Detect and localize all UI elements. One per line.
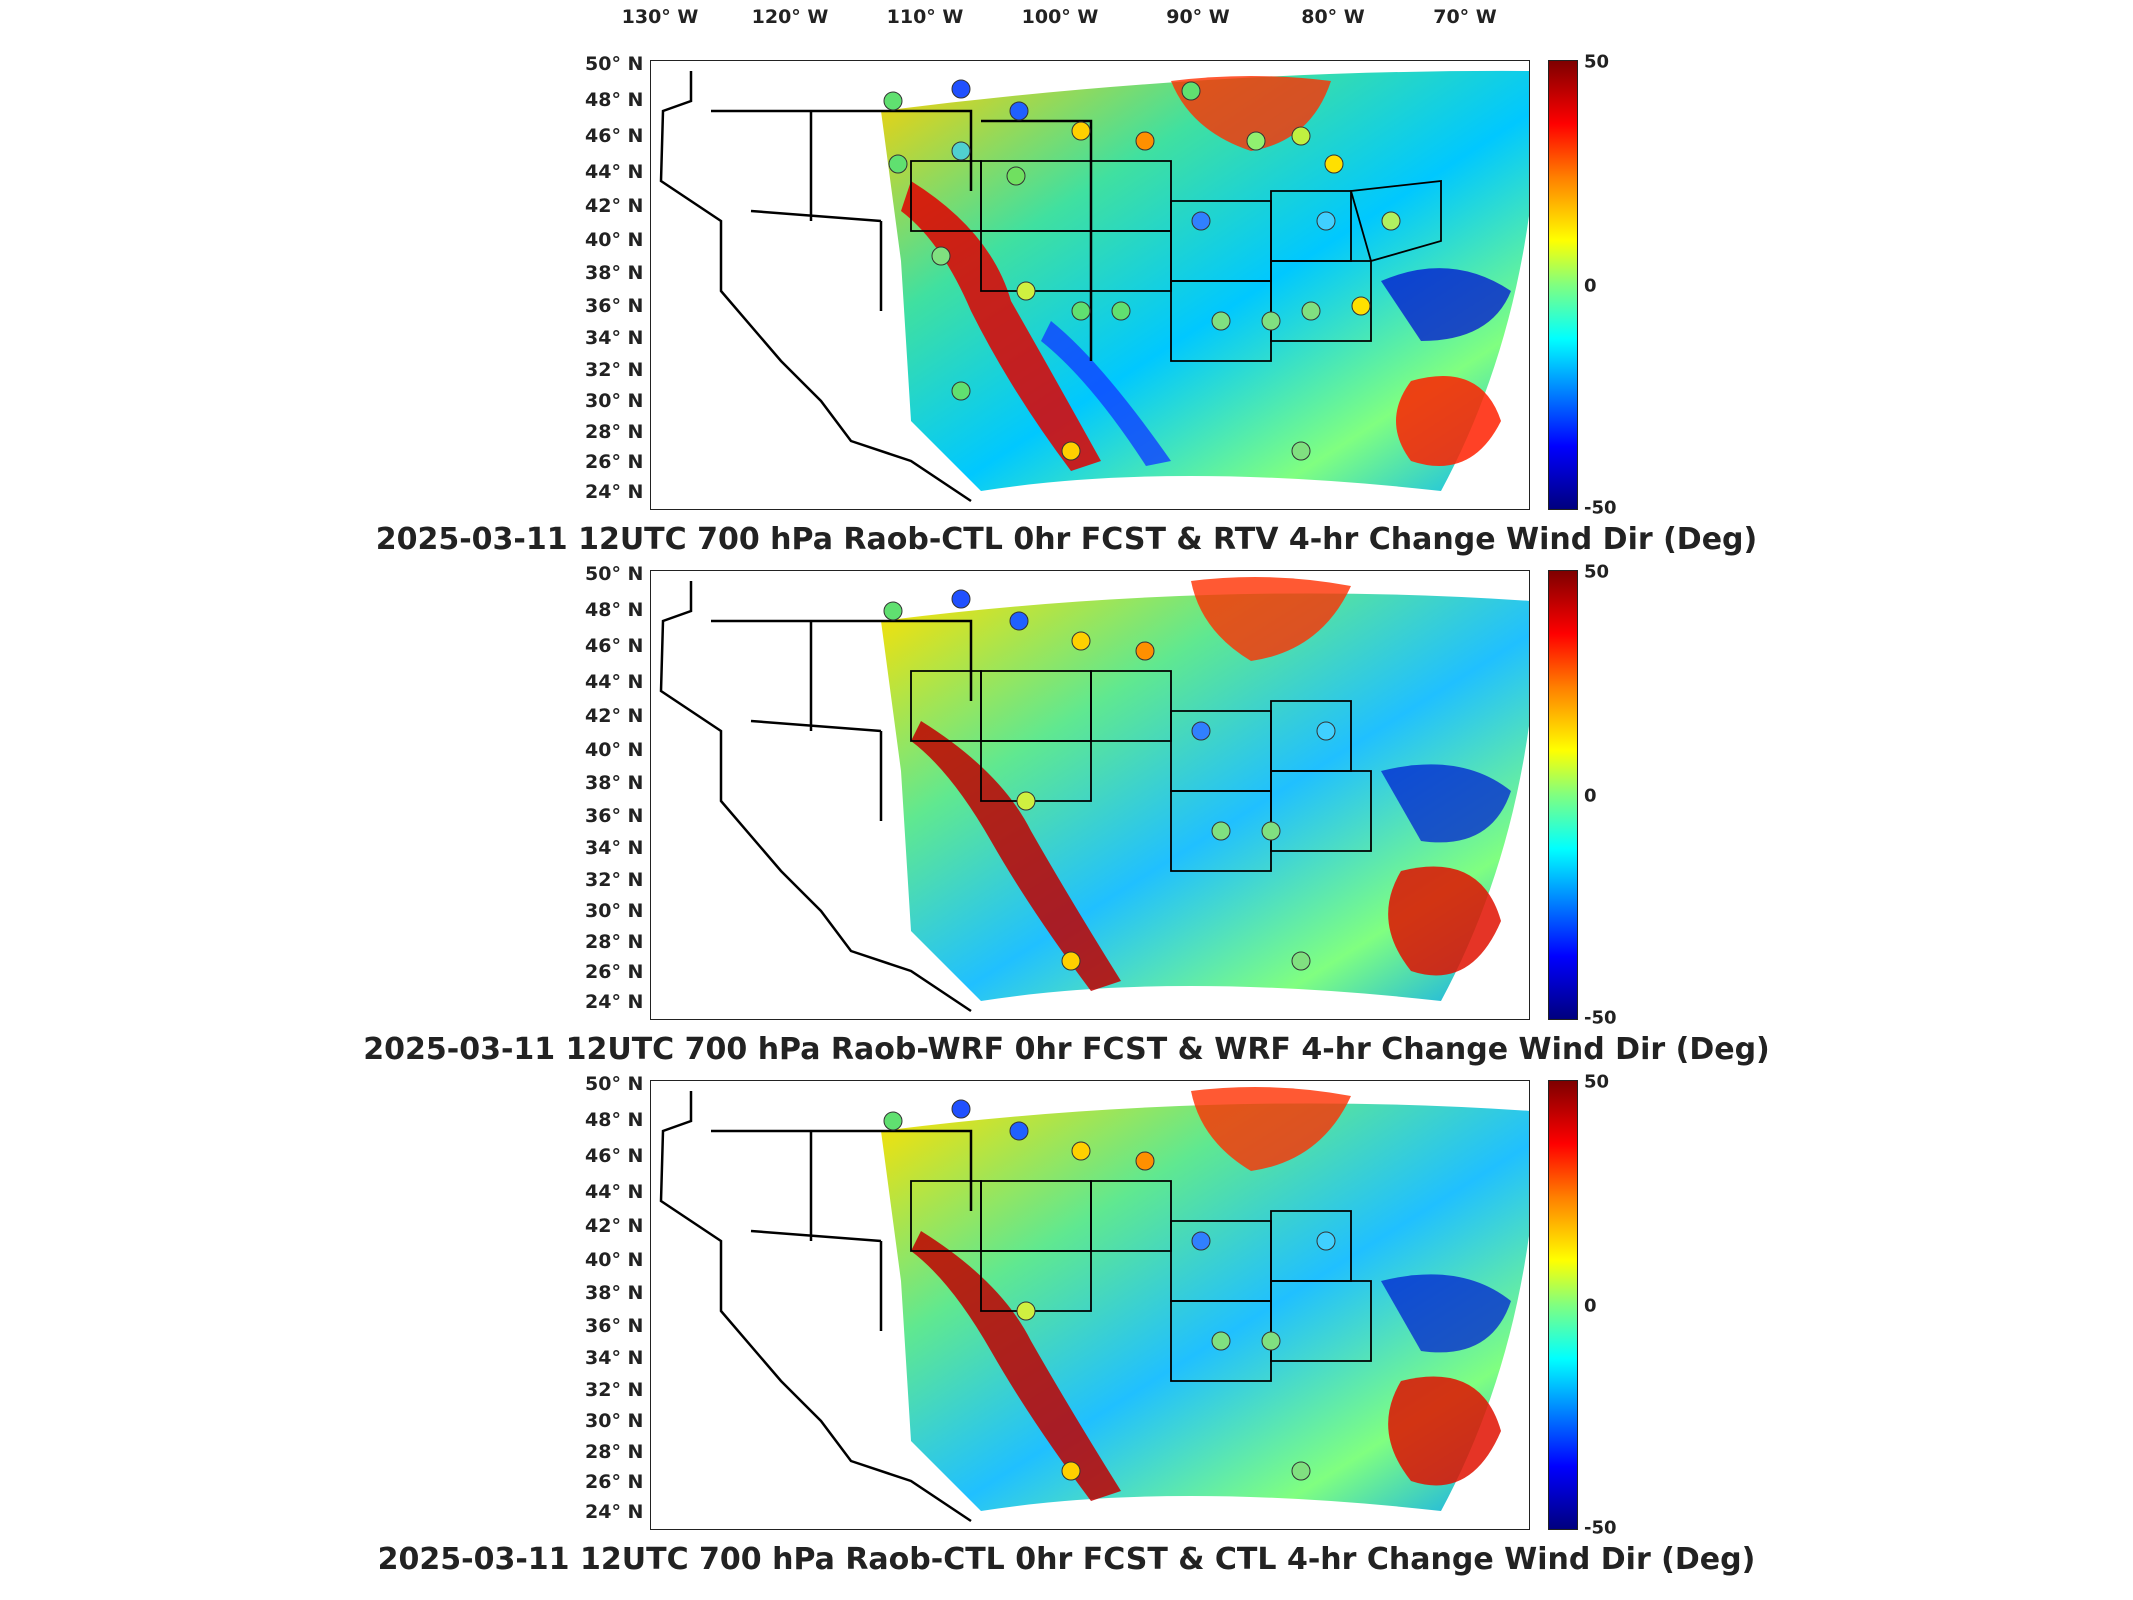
lat-label: 38° N — [585, 1282, 644, 1304]
lat-label: 32° N — [585, 1379, 644, 1401]
lat-label: 50° N — [585, 53, 644, 75]
lat-label: 48° N — [585, 89, 644, 111]
lat-label: 46° N — [585, 125, 644, 147]
lat-label: 40° N — [585, 1249, 644, 1271]
raob-stations — [883, 589, 1336, 971]
lat-label: 48° N — [585, 599, 644, 621]
lat-label: 28° N — [585, 1441, 644, 1463]
field-feature-red-band — [911, 721, 1121, 991]
lat-label: 24° N — [585, 991, 644, 1013]
lat-label: 50° N — [585, 1073, 644, 1095]
lat-label: 44° N — [585, 671, 644, 693]
lat-label: 24° N — [585, 1501, 644, 1523]
colorbar-mid-label: 0 — [1584, 785, 1597, 807]
colorbar-max-label: 50 — [1584, 51, 1610, 73]
boundary-lines — [659, 1091, 973, 1523]
colorbar-max-label: 50 — [1584, 561, 1610, 583]
field-feature-red-blob — [1191, 1087, 1351, 1171]
field-feature-red-blob — [1388, 866, 1501, 976]
map-plot-area — [650, 1080, 1530, 1530]
lon-label: 100° W — [1021, 6, 1099, 28]
lat-label: 38° N — [585, 262, 644, 284]
field-feature-red-blob — [1171, 76, 1331, 151]
lat-label: 26° N — [585, 961, 644, 983]
lat-label: 30° N — [585, 1410, 644, 1432]
map-field-svg — [659, 70, 1529, 503]
colorbar — [1548, 570, 1578, 1020]
lat-label: 30° N — [585, 900, 644, 922]
lat-label: 40° N — [585, 739, 644, 761]
lat-label: 26° N — [585, 451, 644, 473]
lat-label: 32° N — [585, 869, 644, 891]
panel-title: 2025-03-11 12UTC 700 hPa Raob-CTL 0hr FC… — [375, 522, 1758, 557]
lon-label: 70° W — [1433, 6, 1497, 28]
field-feature-blue-blob — [1381, 764, 1511, 843]
lat-label: 46° N — [585, 1145, 644, 1167]
colorbar-mid-label: 0 — [1584, 1295, 1597, 1317]
lat-label: 26° N — [585, 1471, 644, 1493]
longitude-axis-labels: 130° W 120° W 110° W 100° W 90° W 80° W … — [0, 0, 2133, 50]
colorbar — [1548, 1080, 1578, 1530]
field-feature-red-band — [911, 1231, 1121, 1501]
lat-label: 42° N — [585, 705, 644, 727]
lat-label: 50° N — [585, 563, 644, 585]
colorbar — [1548, 60, 1578, 510]
lat-label: 42° N — [585, 1215, 644, 1237]
map-panel-3: 50° N 48° N 46° N 44° N 42° N 40° N 38° … — [0, 1072, 2133, 1588]
lat-label: 34° N — [585, 327, 644, 349]
panel-title: 2025-03-11 12UTC 700 hPa Raob-CTL 0hr FC… — [377, 1542, 1756, 1577]
lat-label: 42° N — [585, 195, 644, 217]
lat-label: 28° N — [585, 931, 644, 953]
lat-label: 38° N — [585, 772, 644, 794]
map-panel-2: 50° N 48° N 46° N 44° N 42° N 40° N 38° … — [0, 562, 2133, 1078]
lat-label: 28° N — [585, 421, 644, 443]
colorbar-mid-label: 0 — [1584, 275, 1597, 297]
map-panel-1: 50° N 48° N 46° N 44° N 42° N 40° N 38° … — [0, 52, 2133, 568]
lat-label: 36° N — [585, 1315, 644, 1337]
field-feature-red-band — [901, 181, 1101, 471]
boundary-lines — [659, 581, 973, 1013]
raob-stations — [883, 79, 1401, 461]
boundary-lines — [659, 71, 1093, 503]
lat-label: 46° N — [585, 635, 644, 657]
lon-label: 90° W — [1166, 6, 1230, 28]
lat-label: 44° N — [585, 161, 644, 183]
field-feature-blue-blob — [1381, 268, 1511, 341]
field-feature-red-blob — [1388, 1376, 1501, 1486]
map-plot-area — [650, 570, 1530, 1020]
field-feature-red-blob — [1396, 376, 1501, 466]
colorbar-min-label: -50 — [1584, 1517, 1617, 1539]
lat-label: 34° N — [585, 837, 644, 859]
field-feature-blue-band — [1041, 321, 1171, 466]
lon-label: 80° W — [1301, 6, 1365, 28]
lon-label: 130° W — [621, 6, 699, 28]
map-plot-area — [650, 60, 1530, 510]
colorbar-min-label: -50 — [1584, 1007, 1617, 1029]
raob-stations — [883, 1099, 1336, 1481]
map-field-svg — [659, 577, 1529, 1013]
colorbar-max-label: 50 — [1584, 1071, 1610, 1093]
lat-label: 40° N — [585, 229, 644, 251]
field-feature-red-blob — [1191, 577, 1351, 661]
lon-label: 110° W — [886, 6, 964, 28]
lat-label: 36° N — [585, 805, 644, 827]
field-feature-blue-blob — [1381, 1274, 1511, 1353]
lon-label: 120° W — [751, 6, 829, 28]
lat-label: 34° N — [585, 1347, 644, 1369]
panel-title: 2025-03-11 12UTC 700 hPa Raob-WRF 0hr FC… — [363, 1032, 1770, 1067]
colorbar-min-label: -50 — [1584, 497, 1617, 519]
lat-label: 36° N — [585, 295, 644, 317]
lat-label: 48° N — [585, 1109, 644, 1131]
lat-label: 32° N — [585, 359, 644, 381]
lat-label: 24° N — [585, 481, 644, 503]
state-boundaries — [910, 160, 1442, 362]
lat-label: 30° N — [585, 390, 644, 412]
map-field-svg — [659, 1087, 1529, 1523]
lat-label: 44° N — [585, 1181, 644, 1203]
